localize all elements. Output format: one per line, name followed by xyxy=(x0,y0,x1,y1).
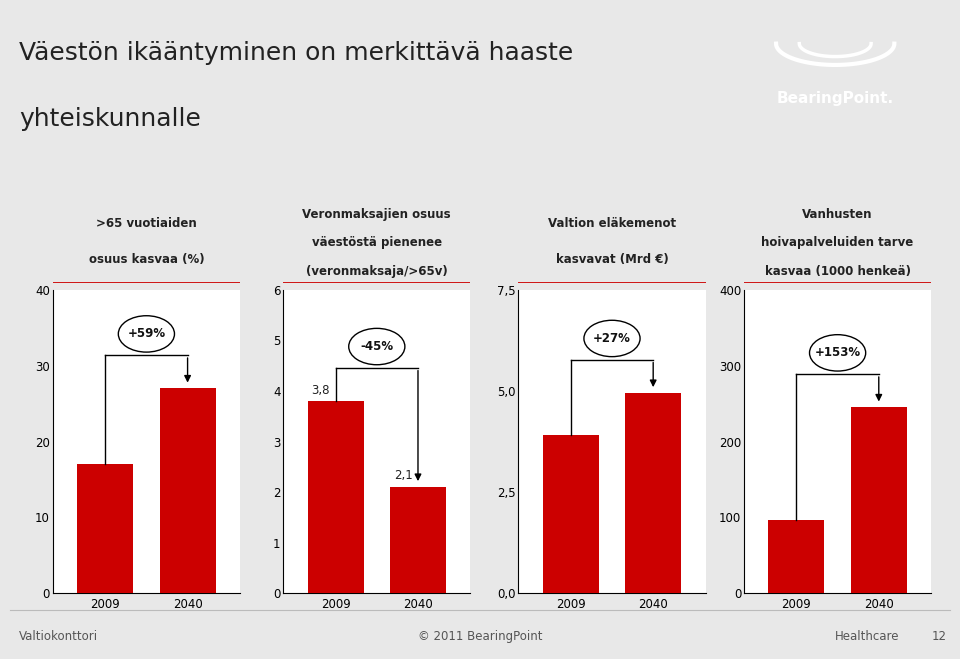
Bar xyxy=(77,464,133,593)
Bar xyxy=(768,519,825,593)
Ellipse shape xyxy=(584,320,640,357)
Text: -45%: -45% xyxy=(360,340,394,353)
Text: yhteiskunnalle: yhteiskunnalle xyxy=(19,107,201,131)
Text: hoivapalveluiden tarve: hoivapalveluiden tarve xyxy=(761,236,914,249)
Text: BearingPoint.: BearingPoint. xyxy=(777,92,894,107)
Ellipse shape xyxy=(809,335,866,371)
Text: 3,8: 3,8 xyxy=(311,384,330,397)
Text: osuus kasvaa (%): osuus kasvaa (%) xyxy=(88,253,204,266)
Text: kasvaa (1000 henkeä): kasvaa (1000 henkeä) xyxy=(764,264,911,277)
Bar xyxy=(851,407,907,593)
Text: 12: 12 xyxy=(931,630,947,643)
Text: kasvavat (Mrd €): kasvavat (Mrd €) xyxy=(556,253,668,266)
Text: väestöstä pienenee: väestöstä pienenee xyxy=(312,236,442,249)
Text: +153%: +153% xyxy=(814,347,861,359)
Text: Veronmaksajien osuus: Veronmaksajien osuus xyxy=(302,208,451,221)
Bar xyxy=(307,401,364,593)
Text: Väestön ikääntyminen on merkittävä haaste: Väestön ikääntyminen on merkittävä haast… xyxy=(19,41,573,65)
Text: Vanhusten: Vanhusten xyxy=(803,208,873,221)
Text: Healthcare: Healthcare xyxy=(835,630,900,643)
Bar xyxy=(390,487,446,593)
Text: +59%: +59% xyxy=(128,328,165,341)
Text: (veronmaksaja/>65v): (veronmaksaja/>65v) xyxy=(306,264,447,277)
Bar xyxy=(159,388,216,593)
Text: >65 vuotiaiden: >65 vuotiaiden xyxy=(96,217,197,229)
Text: Valtion eläkemenot: Valtion eläkemenot xyxy=(548,217,676,229)
Text: 2,1: 2,1 xyxy=(394,469,413,482)
Ellipse shape xyxy=(118,316,175,352)
Text: Valtiokonttori: Valtiokonttori xyxy=(19,630,98,643)
Bar xyxy=(625,393,682,593)
Text: +27%: +27% xyxy=(593,332,631,345)
Bar xyxy=(542,436,599,593)
Ellipse shape xyxy=(348,328,405,364)
Text: © 2011 BearingPoint: © 2011 BearingPoint xyxy=(418,630,542,643)
